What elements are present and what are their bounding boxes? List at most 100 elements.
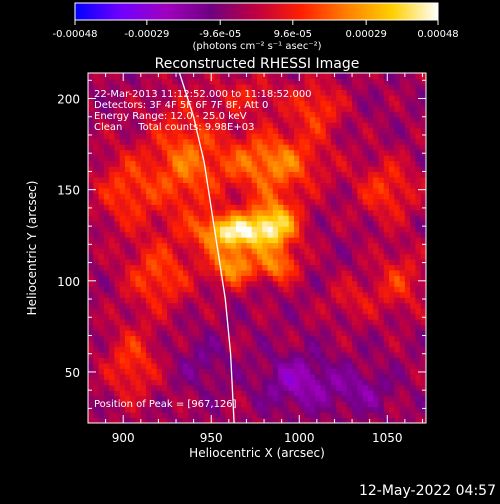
heatmap-cell bbox=[309, 248, 316, 255]
heatmap-cell bbox=[198, 138, 205, 145]
heatmap-cell bbox=[251, 171, 258, 178]
heatmap-cell bbox=[352, 237, 358, 244]
heatmap-cell bbox=[241, 182, 248, 189]
heatmap-cell bbox=[235, 133, 242, 140]
heatmap-cell bbox=[362, 182, 369, 189]
heatmap-cell bbox=[320, 280, 327, 287]
heatmap-cell bbox=[257, 264, 263, 271]
heatmap-cell bbox=[367, 198, 374, 205]
heatmap-cell bbox=[103, 73, 110, 80]
heatmap-cell bbox=[140, 209, 147, 216]
heatmap-cell bbox=[93, 324, 100, 331]
heatmap-cell bbox=[336, 346, 343, 353]
heatmap-cell bbox=[98, 335, 105, 342]
heatmap-cell bbox=[341, 401, 348, 408]
heatmap-cell bbox=[193, 406, 200, 413]
heatmap-cell bbox=[320, 138, 327, 145]
heatmap-cell bbox=[293, 226, 300, 233]
heatmap-cell bbox=[352, 340, 358, 348]
heatmap-cell bbox=[267, 280, 274, 287]
heatmap-cell bbox=[389, 237, 395, 244]
heatmap-cell bbox=[167, 357, 174, 364]
heatmap-cell bbox=[394, 220, 401, 227]
heatmap-cell bbox=[124, 111, 131, 118]
heatmap-cell bbox=[315, 204, 321, 211]
heatmap-cell bbox=[146, 319, 152, 326]
heatmap-cell bbox=[341, 264, 348, 271]
heatmap-cell bbox=[399, 324, 406, 331]
heatmap-cell bbox=[283, 226, 290, 233]
heatmap-cell bbox=[161, 242, 168, 249]
heatmap-cell bbox=[119, 291, 126, 298]
heatmap-cell bbox=[225, 248, 232, 255]
heatmap-cell bbox=[204, 187, 211, 194]
heatmap-cell bbox=[135, 73, 142, 80]
heatmap-cell bbox=[267, 209, 274, 216]
heatmap-cell bbox=[204, 73, 211, 80]
heatmap-cell bbox=[389, 198, 395, 205]
heatmap-cell bbox=[309, 390, 316, 397]
heatmap-cell bbox=[357, 351, 364, 358]
heatmap-cell bbox=[103, 313, 110, 320]
heatmap-cell bbox=[283, 302, 290, 309]
heatmap-cell bbox=[209, 275, 216, 282]
heatmap-cell bbox=[114, 149, 121, 156]
heatmap-cell bbox=[151, 116, 158, 123]
heatmap-cell bbox=[88, 313, 94, 320]
heatmap-cell bbox=[251, 138, 258, 145]
heatmap-cell bbox=[235, 78, 242, 85]
heatmap-cell bbox=[278, 362, 285, 369]
heatmap-cell bbox=[404, 286, 411, 293]
heatmap-cell bbox=[399, 149, 406, 156]
heatmap-cell bbox=[299, 384, 306, 391]
heatmap-cell bbox=[114, 401, 121, 408]
heatmap-cell bbox=[119, 111, 126, 118]
heatmap-cell bbox=[415, 362, 422, 369]
heatmap-cell bbox=[188, 138, 195, 145]
heatmap-cell bbox=[267, 78, 274, 85]
heatmap-cell bbox=[109, 231, 116, 238]
heatmap-cell bbox=[399, 182, 406, 189]
heatmap-cell bbox=[373, 78, 380, 85]
heatmap-cell bbox=[352, 264, 358, 271]
heatmap-cell bbox=[241, 335, 248, 342]
heatmap-cell bbox=[420, 302, 426, 309]
heatmap-cell bbox=[283, 291, 290, 298]
heatmap-cell bbox=[146, 362, 152, 369]
heatmap-cell bbox=[357, 127, 364, 134]
heatmap-cell bbox=[257, 291, 263, 298]
heatmap-cell bbox=[309, 220, 316, 227]
heatmap-cell bbox=[103, 160, 110, 167]
heatmap-cell bbox=[246, 319, 253, 326]
heatmap-cell bbox=[135, 187, 142, 194]
heatmap-cell bbox=[373, 215, 380, 222]
heatmap-cell bbox=[241, 215, 248, 222]
heatmap-cell bbox=[362, 357, 369, 364]
heatmap-cell bbox=[420, 357, 426, 364]
heatmap-cell bbox=[309, 324, 316, 331]
heatmap-cell bbox=[341, 253, 348, 260]
heatmap-cell bbox=[119, 275, 126, 282]
heatmap-cell bbox=[288, 340, 295, 348]
heatmap-cell bbox=[114, 357, 121, 364]
heatmap-cell bbox=[278, 406, 285, 413]
heatmap-cell bbox=[373, 384, 380, 391]
heatmap-cell bbox=[241, 412, 248, 419]
heatmap-cell bbox=[325, 346, 332, 353]
heatmap-cell bbox=[225, 226, 232, 233]
heatmap-cell bbox=[378, 155, 385, 162]
heatmap-cell bbox=[299, 78, 306, 85]
heatmap-cell bbox=[262, 302, 269, 309]
heatmap-cell bbox=[341, 379, 348, 386]
heatmap-cell bbox=[204, 226, 211, 233]
heatmap-cell bbox=[283, 395, 290, 402]
heatmap-cell bbox=[93, 335, 100, 342]
heatmap-cell bbox=[235, 248, 242, 255]
heatmap-cell bbox=[410, 340, 417, 348]
heatmap-cell bbox=[336, 149, 343, 156]
heatmap-cell bbox=[283, 165, 290, 173]
heatmap-cell bbox=[420, 78, 426, 85]
heatmap-cell bbox=[341, 176, 348, 183]
heatmap-cell bbox=[383, 89, 390, 96]
heatmap-cell bbox=[251, 291, 258, 298]
